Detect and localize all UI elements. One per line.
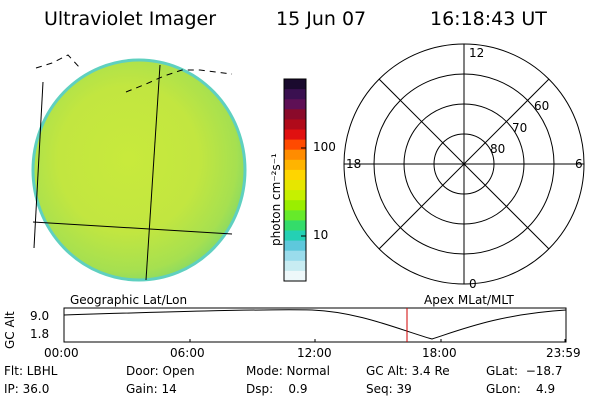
colorbar-cell — [284, 129, 306, 141]
colorbar-cell — [284, 89, 306, 100]
seq-status: Seq: 39 — [366, 382, 412, 396]
colorbar-cell — [284, 230, 306, 242]
geo-dashed-parallel-left — [35, 54, 81, 69]
lat-label-80: 80 — [490, 142, 505, 156]
mlt-label-6: 6 — [575, 157, 583, 171]
colorbar-tick-label-10: 10 — [313, 228, 329, 242]
colorbar-cell — [284, 260, 306, 272]
gc-alt-axis-label: GC Alt — [3, 311, 17, 349]
colorbar-cell — [284, 169, 306, 181]
mode-status: Mode: Normal — [246, 364, 330, 378]
dsp-status: Dsp: 0.9 — [246, 382, 308, 396]
glat-status: GLat: −18.7 — [486, 364, 563, 378]
colorbar-cell — [284, 190, 306, 201]
altitude-curve — [63, 309, 567, 340]
colorbar-cell — [284, 99, 306, 110]
ip-status: IP: 36.0 — [4, 382, 50, 396]
mlt-label-0: 0 — [469, 277, 477, 291]
geo-parallel — [32, 221, 233, 235]
uv-image-panel — [31, 54, 247, 282]
x-tick-label-1800: 18:00 — [422, 346, 457, 360]
observation-date: 15 Jun 07 — [276, 8, 367, 30]
colorbar-cell — [284, 180, 306, 191]
lat-label-60: 60 — [534, 99, 549, 113]
colorbar-cell — [284, 79, 306, 90]
alt-tick-9: 9.0 — [30, 309, 50, 323]
x-tick-label-0000: 00:00 — [44, 346, 79, 360]
x-tick-label-1200: 12:00 — [297, 346, 332, 360]
colorbar-unit-label: photon cm⁻²s⁻¹ — [269, 153, 283, 246]
colorbar-cell — [284, 149, 306, 161]
observation-time: 16:18:43 UT — [430, 8, 547, 30]
earth-disk — [31, 58, 247, 282]
colorbar-cell — [284, 109, 306, 120]
glon-status: GLon: 4.9 — [486, 382, 556, 396]
polar-mlt-plot: 12 18 6 0 60 70 80 — [343, 43, 585, 291]
mlt-label-12: 12 — [469, 46, 484, 60]
instrument-title: Ultraviolet Imager — [44, 8, 217, 30]
colorbar-cell — [284, 159, 306, 171]
mlt-diagonal-2 — [378, 78, 550, 250]
gain-status: Gain: 14 — [126, 382, 177, 396]
geo-meridian-center — [145, 64, 161, 281]
intensity-colorbar — [283, 78, 307, 282]
door-status: Door: Open — [126, 364, 195, 378]
colorbar-cell — [284, 220, 306, 232]
colorbar-cell — [284, 210, 306, 221]
colorbar-cell — [284, 200, 306, 211]
mlt-label-18: 18 — [346, 157, 361, 171]
colorbar-cell — [284, 240, 306, 252]
colorbar-cell — [284, 270, 306, 282]
alt-tick-1-8: 1.8 — [30, 327, 50, 341]
lat-label-70: 70 — [512, 121, 527, 135]
x-tick-label-2359: 23:59 — [546, 346, 581, 360]
altitude-strip-plot — [63, 307, 567, 343]
geo-latlon-legend: Geographic Lat/Lon — [70, 293, 188, 307]
apex-mlat-mlt-legend: Apex MLat/MLT — [424, 293, 514, 307]
colorbar-cell — [284, 139, 306, 151]
x-tick-label-0600: 06:00 — [170, 346, 205, 360]
filter-status: Flt: LBHL — [4, 364, 58, 378]
colorbar-tick-label-100: 100 — [313, 140, 336, 154]
colorbar-cell — [284, 119, 306, 131]
geo-meridian-left — [33, 81, 44, 249]
gc-alt-status: GC Alt: 3.4 Re — [366, 364, 450, 378]
colorbar-cell — [284, 250, 306, 262]
